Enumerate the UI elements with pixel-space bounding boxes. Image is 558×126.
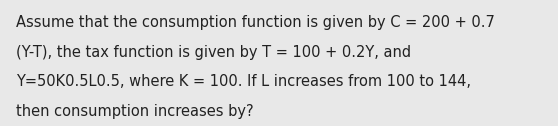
Text: (Y-T), the tax function is given by T = 100 + 0.2Y, and: (Y-T), the tax function is given by T = …: [16, 45, 411, 60]
Text: then consumption increases by?: then consumption increases by?: [16, 104, 253, 119]
Text: Y=50K0.5L0.5, where K = 100. If L increases from 100 to 144,: Y=50K0.5L0.5, where K = 100. If L increa…: [16, 74, 470, 89]
Text: Assume that the consumption function is given by C = 200 + 0.7: Assume that the consumption function is …: [16, 15, 494, 30]
